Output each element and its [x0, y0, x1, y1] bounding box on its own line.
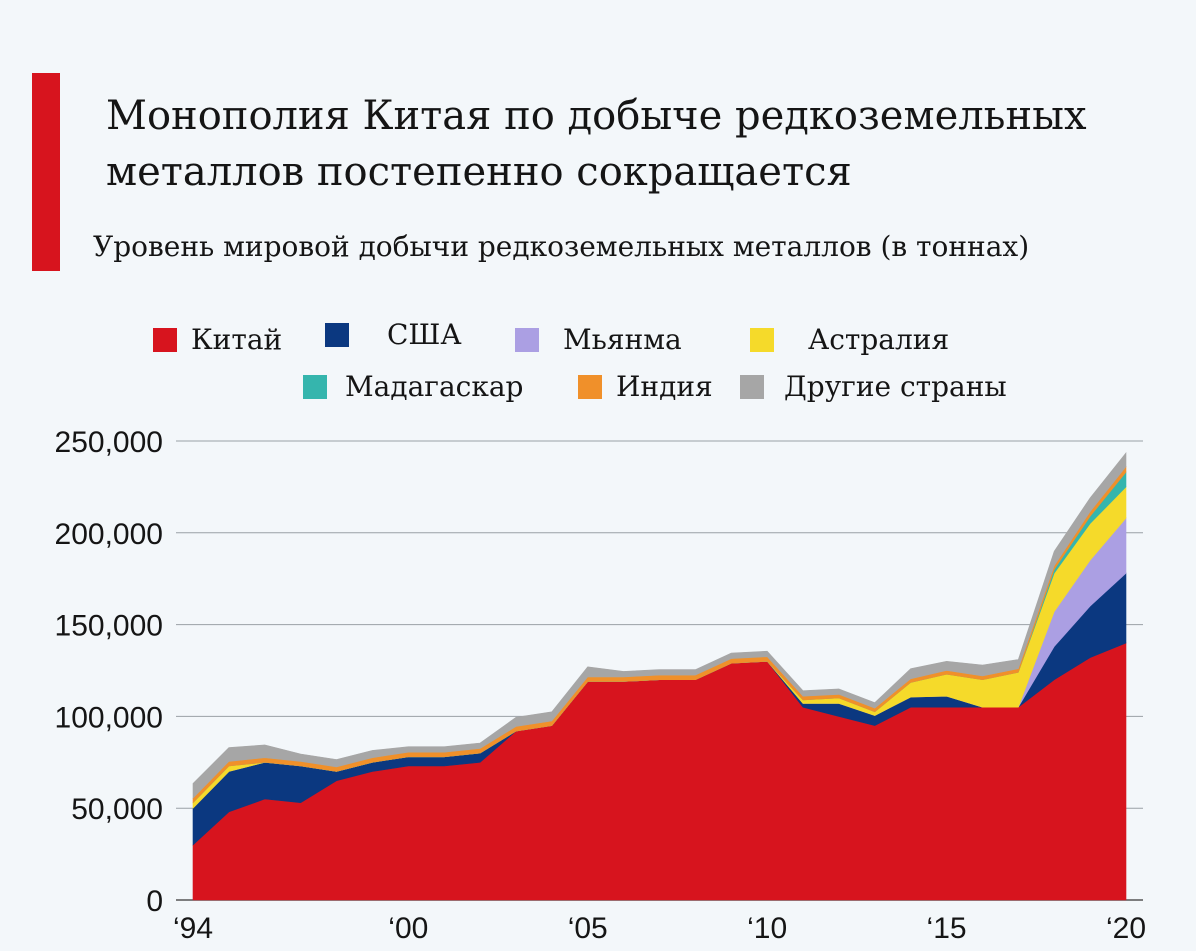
accent-bar — [32, 73, 60, 271]
y-tick-label: 0 — [146, 885, 163, 918]
y-tick-label: 200,000 — [55, 518, 163, 551]
legend-label: Китай — [191, 323, 283, 356]
area-series-Другие страны — [192, 452, 1127, 799]
legend-label: Астралия — [808, 323, 950, 356]
legend-label: США — [387, 318, 462, 351]
x-axis-ticks: ‘94 ‘00 ‘05 ‘10 ‘15 ‘20 — [173, 912, 1146, 945]
y-tick-label: 100,000 — [55, 701, 163, 734]
y-tick-label: 50,000 — [71, 793, 163, 826]
legend-swatch — [515, 327, 539, 352]
legend-item: Мьянма — [515, 323, 682, 356]
legend-item: Астралия — [750, 323, 949, 356]
y-tick-label: 150,000 — [55, 610, 163, 643]
legend-swatch — [303, 374, 327, 399]
x-tick-label: ‘94 — [173, 912, 213, 945]
legend-label: Мьянма — [563, 323, 682, 356]
legend-item: Китай — [153, 323, 282, 356]
legend-swatch — [578, 374, 602, 399]
area-series — [192, 452, 1127, 901]
x-tick-label: ‘10 — [747, 912, 787, 945]
y-tick-label: 250,000 — [55, 426, 163, 459]
legend-item: Индия — [578, 370, 713, 403]
x-tick-label: ‘15 — [927, 912, 967, 945]
y-axis-ticks: 0 50,000 100,000 150,000 200,000 250,000 — [55, 426, 163, 918]
x-tick-label: ‘20 — [1106, 912, 1146, 945]
legend-item: Мадагаскар — [303, 370, 523, 403]
chart-title: Монополия Китая по добыче редкоземельных… — [106, 93, 1087, 195]
legend-item: Другие страны — [740, 370, 1007, 403]
legend-label: Индия — [616, 370, 713, 403]
legend-label: Мадагаскар — [345, 370, 524, 403]
legend-swatch — [750, 327, 774, 352]
legend-swatch — [740, 374, 764, 399]
chart-subtitle: Уровень мировой добычи редкоземельных ме… — [93, 230, 1030, 263]
x-tick-label: ‘05 — [568, 912, 608, 945]
legend-swatch — [325, 322, 349, 347]
legend-swatch — [153, 327, 177, 352]
x-tick-label: ‘00 — [388, 912, 428, 945]
legend-label: Другие страны — [784, 370, 1007, 403]
legend-item: США — [325, 318, 462, 351]
